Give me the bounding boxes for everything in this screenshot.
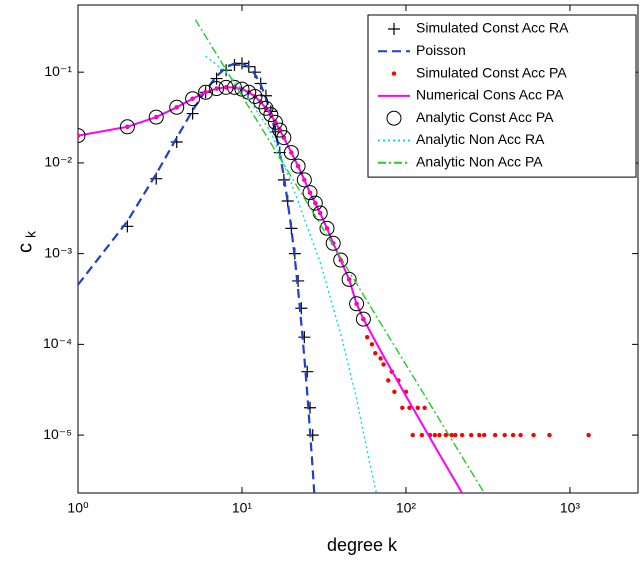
legend-marker <box>386 110 402 126</box>
marker-circle <box>307 195 323 211</box>
marker-dot <box>518 432 523 438</box>
marker-plus <box>298 331 311 344</box>
marker-circle <box>333 252 349 268</box>
marker-dot <box>531 432 536 438</box>
series-line <box>194 19 485 493</box>
legend-box <box>367 14 637 178</box>
legend-label: Simulated Const Acc PA <box>416 64 567 80</box>
marker-dot <box>477 432 482 438</box>
marker-dot <box>586 432 591 438</box>
marker-dot <box>432 432 438 438</box>
marker-dot <box>502 432 507 438</box>
marker-dot <box>453 432 458 438</box>
marker-circle <box>119 119 135 135</box>
marker-dot <box>469 432 474 438</box>
marker-dot <box>437 432 442 438</box>
legend-label: Analytic Non Acc RA <box>416 131 545 147</box>
series-line <box>78 86 463 493</box>
marker-plus <box>170 135 183 148</box>
marker-circle <box>267 114 283 130</box>
marker-dot <box>422 405 427 410</box>
marker-circle <box>234 81 250 97</box>
marker-circle <box>276 130 292 146</box>
marker-circle <box>355 311 371 327</box>
series-line <box>205 55 378 493</box>
marker-dot <box>510 432 516 438</box>
marker-circle <box>283 145 299 161</box>
marker-circle <box>302 185 318 201</box>
marker-dot <box>407 405 412 410</box>
marker-dot <box>364 334 370 340</box>
marker-dot <box>373 350 378 356</box>
x-tick-label: 10¹ <box>232 500 253 516</box>
legend-marker <box>391 71 397 76</box>
marker-dot <box>410 432 415 438</box>
legend-label: Simulated Const Acc RA <box>416 20 569 36</box>
marker-plus <box>295 302 308 315</box>
marker-dot <box>381 362 386 367</box>
marker-circle <box>325 235 341 251</box>
marker-dot <box>369 342 375 347</box>
marker-dot <box>459 432 465 438</box>
plot-frame <box>77 4 639 494</box>
marker-dot <box>386 378 391 383</box>
y-axis-label-sub: k <box>23 230 39 238</box>
marker-plus <box>210 72 223 85</box>
marker-plus <box>186 107 199 120</box>
marker-circle <box>218 79 234 95</box>
marker-plus <box>304 401 317 414</box>
y-tick-label: 10⁻³ <box>44 244 72 260</box>
marker-circle <box>209 81 225 97</box>
marker-circle <box>198 84 214 100</box>
legend-label: Poisson <box>416 42 466 58</box>
marker-dot <box>400 405 405 410</box>
plot-area <box>78 19 591 493</box>
x-tick-label: 10³ <box>560 500 581 516</box>
y-tick-label: 10⁻¹ <box>44 63 72 79</box>
y-tick-label: 10⁻² <box>44 154 72 170</box>
marker-circle <box>263 107 279 123</box>
marker-circle <box>296 172 312 188</box>
y-axis-label: c k <box>14 230 38 253</box>
marker-dot <box>492 432 498 438</box>
marker-circle <box>349 296 365 312</box>
marker-dot <box>547 432 552 438</box>
marker-circle <box>169 99 185 115</box>
marker-dot <box>392 389 397 395</box>
marker-plus <box>301 365 314 378</box>
marker-dot <box>443 432 449 438</box>
x-tick-label: 10² <box>396 500 417 516</box>
marker-plus <box>306 429 319 442</box>
marker-dot <box>415 405 420 410</box>
marker-circle <box>272 122 288 138</box>
marker-circle <box>247 88 263 104</box>
x-axis-label: degree k <box>327 535 398 555</box>
y-axis-label-main: c <box>14 243 36 253</box>
y-tick-label: 10⁻⁵ <box>43 426 72 442</box>
marker-dot <box>482 432 487 438</box>
marker-circle <box>185 91 201 107</box>
legend-label: Analytic Const Acc PA <box>416 109 554 125</box>
legend-label: Numerical Cons Acc PA <box>416 87 564 103</box>
marker-dot <box>449 432 454 438</box>
marker-circle <box>78 128 86 144</box>
marker-circle <box>148 109 164 125</box>
marker-dot <box>419 432 425 438</box>
marker-circle <box>290 158 306 174</box>
marker-dot <box>378 356 383 361</box>
y-tick-label: 10⁻⁴ <box>43 335 72 351</box>
x-tick-label: 10⁰ <box>67 500 89 516</box>
marker-circle <box>226 79 242 95</box>
legend-marker <box>388 23 400 35</box>
legend-label: Analytic Non Acc PA <box>416 154 543 170</box>
